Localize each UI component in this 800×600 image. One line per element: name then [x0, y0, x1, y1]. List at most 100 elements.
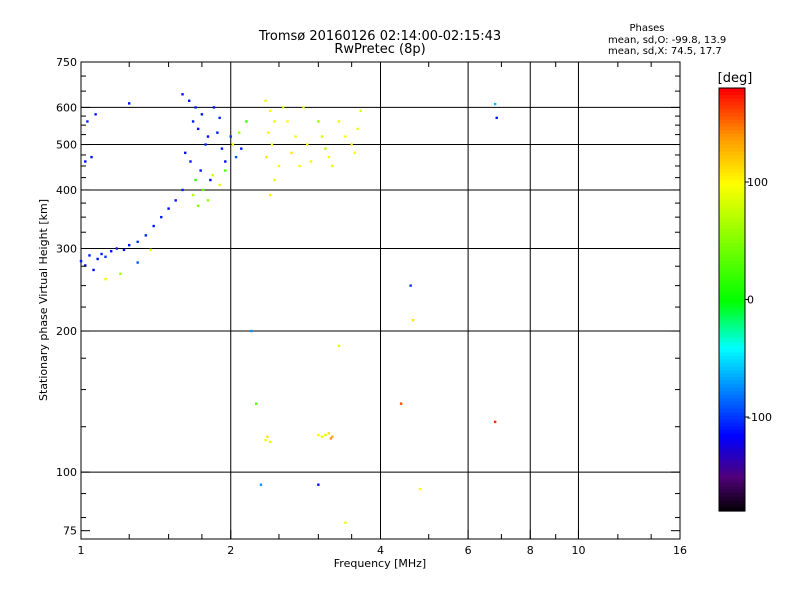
colorbar-segment — [719, 207, 745, 212]
colorbar-segment — [719, 137, 745, 142]
colorbar-segment — [719, 415, 745, 420]
colorbar-segment — [719, 341, 745, 346]
stats-o-mode: mean, sd,O: -99.8, 13.9 — [608, 35, 726, 46]
colorbar-segment — [719, 225, 745, 230]
data-point — [353, 151, 356, 155]
colorbar-segment — [719, 429, 745, 435]
colorbar-segment — [719, 95, 745, 100]
colorbar-segment — [719, 102, 745, 107]
data-point — [270, 143, 274, 146]
data-point — [160, 215, 163, 219]
colorbar-segment — [719, 236, 745, 241]
data-point — [493, 102, 497, 106]
data-point — [109, 250, 113, 253]
x-tick-label: 16 — [673, 544, 687, 557]
x-tick-label: 8 — [527, 544, 534, 557]
colorbar-segment — [719, 250, 745, 255]
y-tick-label: 75 — [63, 525, 77, 538]
colorbar-segment — [719, 384, 745, 389]
colorbar-segment — [719, 359, 745, 364]
colorbar-segment — [719, 496, 745, 502]
data-point — [324, 147, 327, 150]
data-point — [268, 193, 272, 197]
colorbar-segment — [719, 320, 745, 325]
colorbar-segment — [719, 458, 745, 463]
colorbar-segment — [719, 162, 745, 167]
colorbar-segment — [719, 119, 745, 124]
data-point — [266, 435, 269, 438]
data-point — [254, 402, 258, 405]
colorbar-segment — [719, 331, 745, 336]
colorbar-segment — [719, 109, 745, 114]
data-point — [84, 160, 87, 163]
y-tick-label: 100 — [56, 466, 77, 479]
data-point — [104, 278, 107, 281]
data-point — [204, 143, 207, 146]
colorbar-segment — [719, 401, 745, 406]
colorbar-segment — [719, 133, 745, 138]
colorbar-segment — [719, 264, 745, 269]
data-point — [411, 318, 415, 322]
data-point — [250, 329, 253, 333]
data-point — [273, 178, 276, 182]
data-point — [231, 143, 235, 146]
colorbar-segment — [719, 327, 745, 332]
data-point — [337, 344, 341, 348]
data-point — [88, 254, 91, 257]
data-point — [290, 151, 293, 155]
colorbar: 100 0 -100 — [718, 87, 772, 512]
data-point — [115, 247, 118, 250]
data-points — [79, 93, 498, 524]
colorbar-segment — [719, 165, 745, 170]
colorbar-segment — [719, 338, 745, 343]
colorbar-segment — [719, 451, 745, 456]
colorbar-segment — [719, 144, 745, 149]
stats-x-mode: mean, sd,X: 74.5, 17.7 — [608, 46, 722, 57]
data-point — [181, 188, 184, 192]
colorbar-tick-label: -100 — [747, 411, 772, 424]
colorbar-segment — [719, 218, 745, 223]
colorbar-label: [deg] — [718, 71, 753, 86]
colorbar-segment — [719, 140, 745, 145]
data-point — [317, 483, 320, 486]
data-point — [79, 259, 83, 263]
colorbar-segment — [719, 426, 745, 431]
data-point — [194, 106, 197, 109]
colorbar-segment — [719, 486, 745, 491]
colorbar-segment — [719, 306, 745, 311]
data-point — [199, 169, 202, 172]
data-point — [220, 147, 224, 150]
data-point — [264, 438, 267, 442]
data-point — [329, 437, 333, 440]
data-point — [218, 116, 221, 120]
data-point — [259, 483, 263, 486]
data-point — [306, 143, 309, 146]
data-point — [317, 120, 320, 123]
colorbar-segment — [719, 257, 745, 262]
data-point — [350, 143, 353, 146]
colorbar-segment — [719, 472, 745, 477]
data-point — [191, 120, 195, 123]
data-point — [331, 164, 334, 168]
colorbar-segment — [719, 475, 745, 480]
colorbar-segment — [719, 310, 745, 315]
data-point — [327, 155, 331, 159]
x-tick-label: 6 — [465, 544, 472, 557]
colorbar-segment — [719, 200, 745, 205]
colorbar-segment — [719, 317, 745, 322]
colorbar-segment — [719, 288, 745, 294]
data-point — [331, 435, 334, 438]
data-point — [167, 207, 170, 210]
colorbar-segment — [719, 246, 745, 251]
colorbar-segment — [719, 507, 745, 512]
chart-title: Tromsø 20160126 02:14:00-02:15:43 — [258, 29, 501, 44]
data-point — [317, 433, 320, 437]
colorbar-segment — [719, 394, 745, 399]
colorbar-segment — [719, 489, 745, 494]
colorbar-segment — [719, 303, 745, 308]
data-point — [286, 120, 289, 123]
data-point — [136, 261, 139, 264]
data-point — [399, 402, 403, 405]
data-point — [196, 204, 200, 208]
colorbar-segment — [719, 500, 745, 505]
